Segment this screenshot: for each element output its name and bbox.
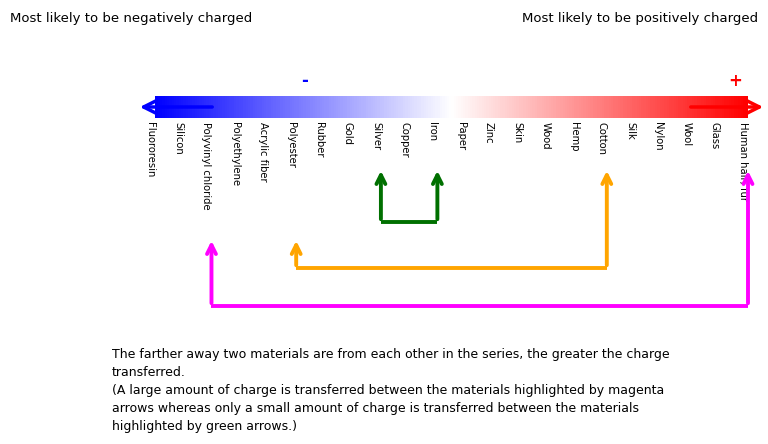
Text: Nylon: Nylon bbox=[654, 122, 664, 151]
Text: Rubber: Rubber bbox=[314, 122, 324, 158]
Text: Most likely to be negatively charged: Most likely to be negatively charged bbox=[10, 12, 252, 25]
Text: Hemp: Hemp bbox=[568, 122, 578, 151]
Text: Cotton: Cotton bbox=[597, 122, 607, 155]
Text: The farther away two materials are from each other in the series, the greater th: The farther away two materials are from … bbox=[112, 348, 670, 361]
Text: Zinc: Zinc bbox=[484, 122, 494, 143]
Text: Skin: Skin bbox=[512, 122, 522, 143]
Text: Silicon: Silicon bbox=[174, 122, 184, 155]
Text: Glass: Glass bbox=[710, 122, 720, 149]
Text: Wood: Wood bbox=[541, 122, 551, 150]
Text: Paper: Paper bbox=[455, 122, 465, 150]
Text: (A large amount of charge is transferred between the materials highlighted by ma: (A large amount of charge is transferred… bbox=[112, 384, 664, 397]
Text: -: - bbox=[302, 72, 309, 90]
Text: Copper: Copper bbox=[399, 122, 409, 158]
Text: Wool: Wool bbox=[681, 122, 691, 146]
Text: highlighted by green arrows.): highlighted by green arrows.) bbox=[112, 420, 297, 433]
Text: arrows whereas only a small amount of charge is transferred between the material: arrows whereas only a small amount of ch… bbox=[112, 402, 639, 415]
Text: Polyvinyl chloride: Polyvinyl chloride bbox=[201, 122, 211, 210]
Text: Human hair, fur: Human hair, fur bbox=[738, 122, 748, 201]
Text: transferred.: transferred. bbox=[112, 366, 186, 379]
Text: Polyester: Polyester bbox=[286, 122, 296, 168]
Text: Silk: Silk bbox=[625, 122, 635, 140]
Text: Silver: Silver bbox=[371, 122, 381, 150]
Text: Acrylic fiber: Acrylic fiber bbox=[258, 122, 268, 182]
Text: Iron: Iron bbox=[427, 122, 438, 141]
Text: Polyethylene: Polyethylene bbox=[230, 122, 240, 186]
Text: Fluororesin: Fluororesin bbox=[145, 122, 155, 177]
Text: Gold: Gold bbox=[343, 122, 353, 145]
Text: +: + bbox=[728, 72, 742, 90]
Text: Most likely to be positively charged: Most likely to be positively charged bbox=[522, 12, 758, 25]
